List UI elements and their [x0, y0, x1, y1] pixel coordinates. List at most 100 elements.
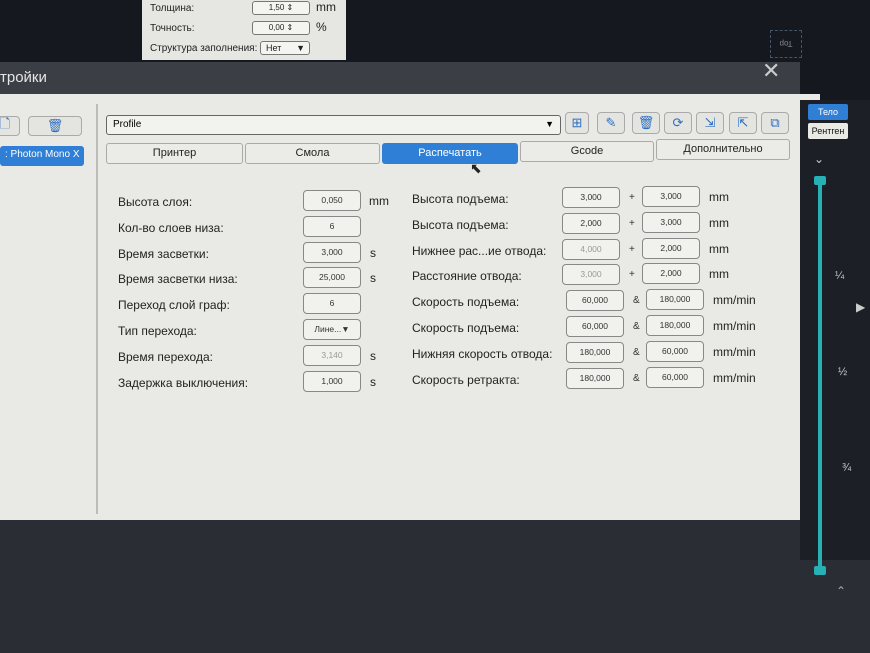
field-input-2[interactable]: 180,000	[646, 315, 704, 336]
edit-profile-button[interactable]: ✎	[597, 112, 625, 134]
field-unit: mm	[709, 241, 729, 256]
field-label: Тип перехода:	[118, 324, 197, 338]
field-unit: mm/min	[713, 344, 756, 359]
field-label: Нижняя скорость отвода:	[412, 346, 553, 361]
field-separator: &	[633, 346, 640, 358]
field-separator: +	[629, 217, 635, 229]
field-input-1[interactable]: 180,000	[566, 341, 624, 363]
refresh-profile-button[interactable]: ⟳	[664, 112, 692, 134]
layer-slider[interactable]	[818, 178, 822, 570]
infill-value: Нет	[266, 43, 282, 53]
field-input[interactable]: 6	[303, 293, 361, 315]
copy-export-icon: ⧉	[770, 115, 780, 130]
field-input[interactable]: 0,050	[303, 190, 361, 211]
file-icon: 🗋	[0, 116, 11, 131]
thickness-row: Толщина:	[150, 0, 194, 16]
printer-list-item[interactable]: : Photon Mono X	[0, 146, 84, 166]
field-input-1[interactable]: 60,000	[566, 316, 624, 337]
close-icon[interactable]: ✕	[762, 58, 781, 83]
field-separator: &	[633, 372, 640, 384]
field-input-2[interactable]: 180,000	[646, 289, 704, 311]
field-unit: s	[370, 271, 376, 286]
field-input-1[interactable]: 4,000	[562, 238, 620, 260]
tab-print[interactable]: Распечатать	[382, 143, 518, 164]
export-profile-button[interactable]: ⇱	[729, 112, 757, 134]
chevron-down-icon[interactable]: ⌄	[814, 152, 825, 166]
import-profile-button[interactable]: ⇲	[696, 112, 724, 134]
thickness-value: 1,50	[268, 3, 285, 12]
divider	[96, 104, 98, 514]
delete-printer-button[interactable]: 🗑	[28, 116, 82, 136]
infill-select[interactable]: Нет ▼	[260, 41, 310, 55]
view-xray-button[interactable]: Рентген	[808, 123, 848, 139]
viewcube[interactable]: Top	[770, 30, 802, 58]
field-label: Переход слой граф:	[118, 298, 230, 313]
field-separator: &	[633, 321, 640, 332]
field-input[interactable]: 6	[303, 215, 361, 237]
field-label: Время перехода:	[118, 349, 213, 364]
field-input-2[interactable]: 3,000	[642, 186, 700, 207]
field-unit: s	[370, 348, 376, 363]
field-label: Задержка выключения:	[118, 375, 249, 390]
precision-unit: %	[316, 20, 327, 34]
field-input-2[interactable]: 2,000	[642, 237, 700, 259]
precision-spinner[interactable]: 0,00 ⇕	[252, 21, 310, 35]
field-unit: mm	[709, 267, 729, 282]
tab-gcode[interactable]: Gcode	[520, 141, 654, 162]
tab-printer[interactable]: Принтер	[106, 143, 243, 164]
view-body-button[interactable]: Тело	[808, 104, 848, 120]
field-unit: s	[370, 245, 376, 260]
field-unit: mm/min	[713, 319, 756, 333]
field-separator: +	[629, 192, 635, 203]
precision-label: Точность:	[150, 22, 195, 34]
field-input-1[interactable]: 3,000	[562, 187, 620, 208]
field-label: Кол-во слоев низа:	[118, 220, 224, 235]
profile-select[interactable]: Profile ▼	[106, 115, 561, 135]
layer-panel	[800, 100, 870, 560]
field-input-1[interactable]: 2,000	[562, 212, 620, 234]
viewcube-label: Top	[779, 39, 793, 48]
import-icon: ⇲	[704, 115, 716, 130]
chevron-down-icon: ▼	[545, 119, 554, 129]
thickness-spinner[interactable]: 1,50 ⇕	[252, 1, 310, 15]
expand-panel-icon[interactable]: ▶	[856, 300, 866, 314]
dialog-title: тройки	[0, 69, 47, 86]
field-unit: mm	[709, 215, 729, 230]
slider-bottom-handle[interactable]	[814, 566, 826, 575]
profile-value: Profile	[113, 119, 142, 130]
chevron-down-icon: ▼	[296, 43, 305, 53]
field-label: Скорость подъема:	[412, 295, 520, 310]
precision-row: Точность:	[150, 20, 195, 36]
tab-resin[interactable]: Смола	[245, 143, 380, 164]
field-label: Скорость ретракта:	[412, 372, 520, 387]
field-unit: mm	[709, 190, 729, 204]
field-input-1[interactable]: 60,000	[566, 290, 624, 312]
field-input-2[interactable]: 2,000	[642, 263, 700, 285]
export-icon: ⇱	[737, 115, 749, 130]
tab-advanced[interactable]: Дополнительно	[656, 139, 790, 160]
field-label: Нижнее рас...ие отвода:	[412, 243, 547, 258]
save-as-profile-button[interactable]: ⧉	[761, 112, 789, 134]
thickness-label: Толщина:	[150, 2, 195, 14]
pencil-icon: ✎	[605, 115, 617, 130]
transition-type-select[interactable]: Лине...▼	[303, 319, 361, 340]
refresh-icon: ⟳	[672, 115, 684, 130]
field-input-1[interactable]: 3,000	[562, 264, 620, 286]
new-profile-button[interactable]: ⊞	[565, 112, 589, 134]
delete-profile-button[interactable]: 🗑	[632, 112, 660, 134]
field-input-2[interactable]: 60,000	[646, 366, 704, 388]
layer-settings-popup: Толщина: 1,50 ⇕ mm Точность: 0,00 ⇕ % Ст…	[142, 0, 346, 60]
slider-tick-half: ½	[838, 366, 848, 378]
field-input[interactable]: 3,000	[303, 241, 361, 263]
add-printer-button[interactable]: 🗋	[0, 116, 20, 136]
field-input-1[interactable]: 180,000	[566, 367, 624, 389]
field-input-2[interactable]: 3,000	[642, 211, 700, 233]
field-input[interactable]: 1,000	[303, 370, 361, 392]
field-input-2[interactable]: 60,000	[646, 340, 704, 362]
field-label: Высота слоя:	[118, 195, 193, 209]
field-input[interactable]: 25,000	[303, 267, 361, 289]
chevron-up-icon[interactable]: ⌃	[836, 584, 847, 598]
field-label: Высота подъема:	[412, 192, 509, 206]
field-input[interactable]: 3,140	[303, 344, 361, 366]
slider-top-handle[interactable]	[814, 176, 826, 185]
